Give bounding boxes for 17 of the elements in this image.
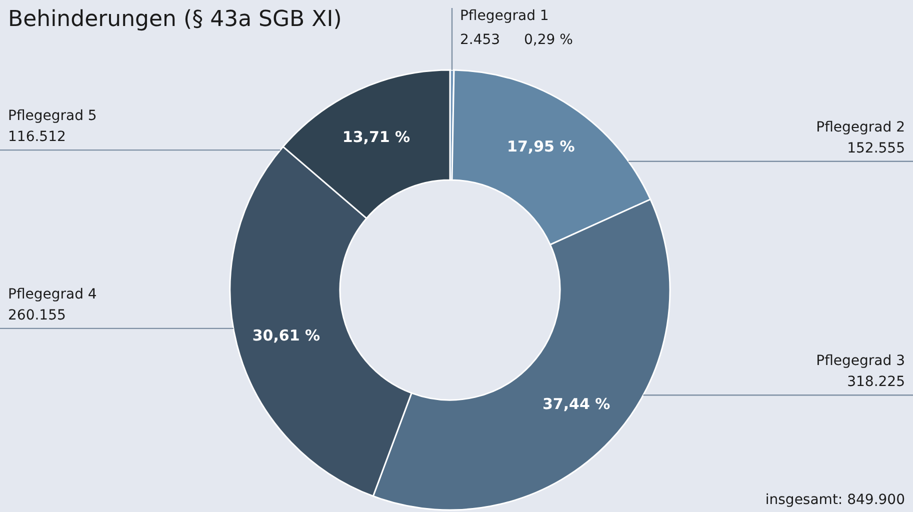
text: 13,71 % <box>342 128 410 146</box>
data-label: 318.225 <box>847 374 905 390</box>
data-label: 2.453 <box>460 32 500 48</box>
text: 0,29 % <box>524 32 573 48</box>
text: 30,61 % <box>252 326 320 344</box>
slice-label: Pflegegrad 4 <box>8 286 97 302</box>
text: 17,95 % <box>507 137 575 156</box>
slice-label: Pflegegrad 2 <box>816 119 905 136</box>
chart-title: Behinderungen (§ 43a SGB XI) <box>8 7 342 32</box>
slice-label: Pflegegrad 3 <box>816 353 905 370</box>
data-label: 260.155 <box>8 307 66 324</box>
data-label: 116.512 <box>8 129 66 146</box>
text: insgesamt: 849.900 <box>765 492 905 508</box>
data-label: 152.555 <box>847 140 905 156</box>
slice-label: Pflegegrad 1 <box>460 8 549 24</box>
text: 37,44 % <box>542 394 610 413</box>
slice-label: Pflegegrad 5 <box>8 108 97 124</box>
